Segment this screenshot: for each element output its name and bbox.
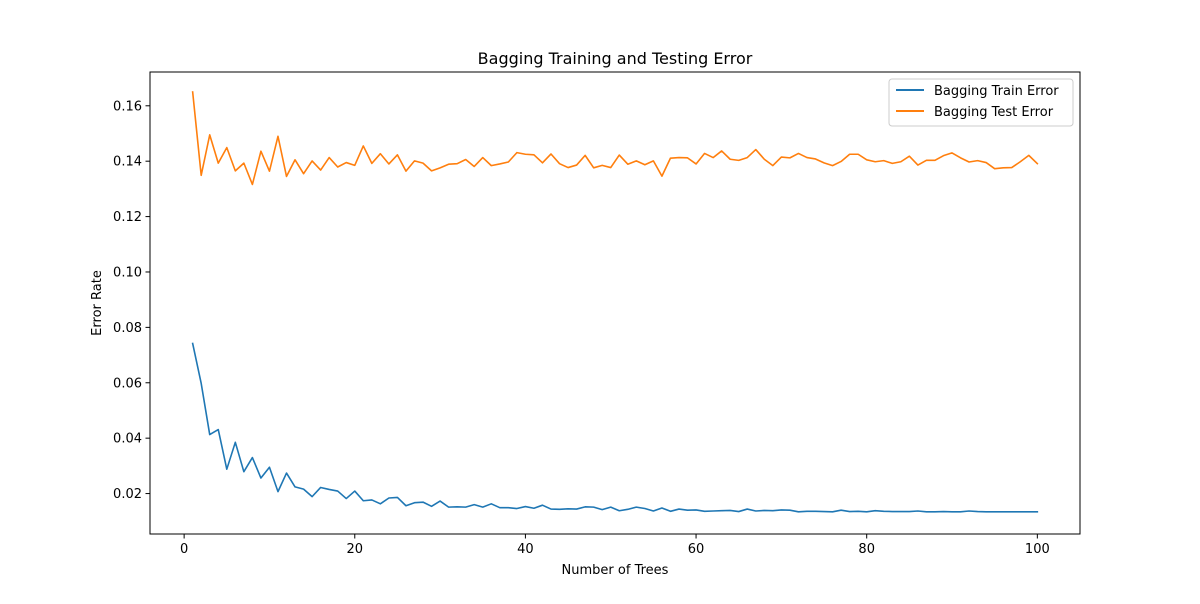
x-tick-label: 60 [688,542,705,557]
x-tick-label: 20 [346,542,363,557]
x-axis-label: Number of Trees [562,563,669,578]
legend: Bagging Train Error Bagging Test Error [888,78,1074,127]
y-tick-label: 0.14 [113,155,142,170]
y-tick-label: 0.04 [113,432,142,447]
legend-label-test: Bagging Test Error [934,105,1054,120]
test-error-line [191,91,1039,186]
y-tick-label: 0.02 [113,487,142,502]
chart-title: Bagging Training and Testing Error [478,49,753,68]
legend-frame [888,78,1074,127]
axis-ticks: 0 20 40 60 80 100 0.02 0.04 0.06 0.08 0.10 0.12 0.14… [113,99,1050,557]
x-tick-label: 0 [180,542,188,557]
y-tick-label: 0.12 [113,210,142,225]
x-tick-label: 80 [858,542,875,557]
train-error-line [191,342,1039,513]
y-tick-label: 0.06 [113,376,142,391]
y-tick-label: 0.08 [113,321,142,336]
y-axis-label: Error Rate [90,270,105,336]
y-tick-label: 0.16 [113,99,142,114]
y-tick-label: 0.10 [113,265,142,280]
series-lines [191,91,1039,513]
x-tick-label: 40 [517,542,534,557]
x-tick-label: 100 [1025,542,1050,557]
plot-frame [149,71,1081,535]
legend-label-train: Bagging Train Error [934,84,1059,99]
